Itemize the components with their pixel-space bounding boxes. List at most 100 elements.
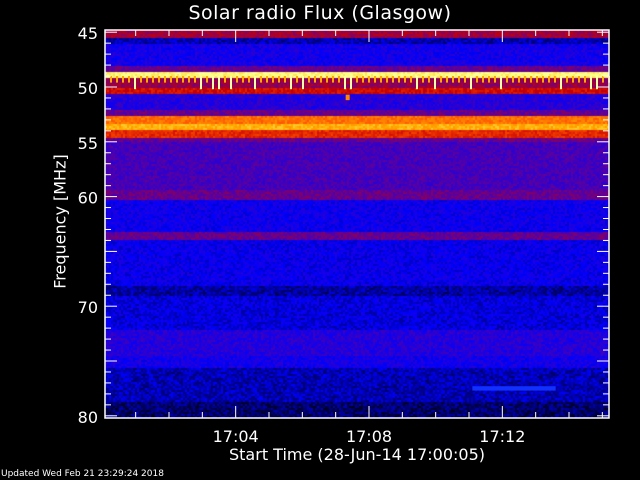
y-tick-label: 80	[78, 408, 98, 427]
y-tick-label: 55	[78, 134, 98, 153]
spike	[290, 76, 292, 90]
spike	[536, 76, 538, 83]
x-tick-label: 17:04	[213, 427, 259, 446]
spike	[278, 76, 280, 83]
spike	[248, 76, 250, 83]
spike	[212, 76, 214, 90]
spike	[380, 76, 382, 83]
spike	[416, 76, 418, 90]
spike	[320, 76, 322, 83]
plot-frame	[104, 29, 610, 419]
spike	[350, 76, 352, 90]
spike	[482, 76, 484, 83]
spike	[554, 76, 556, 83]
spike	[200, 76, 202, 90]
spike	[266, 76, 268, 83]
spike	[410, 76, 412, 83]
spike	[548, 76, 550, 83]
y-tick-label: 45	[78, 24, 98, 43]
x-axis-label: Start Time (28-Jun-14 17:00:05)	[229, 445, 485, 464]
spike	[338, 76, 340, 83]
spike	[254, 76, 256, 90]
y-tick-label: 50	[78, 79, 98, 98]
spike	[152, 76, 154, 83]
spike	[494, 76, 496, 83]
spike	[128, 76, 130, 83]
spike	[422, 76, 424, 83]
spike	[242, 76, 244, 83]
spike	[146, 76, 148, 83]
spike	[404, 76, 406, 83]
spike	[584, 76, 586, 83]
spike	[272, 76, 274, 83]
spike	[572, 76, 574, 83]
spike	[428, 76, 430, 83]
spike	[188, 76, 190, 83]
spike	[506, 76, 508, 83]
spike	[302, 76, 304, 90]
spike	[344, 76, 346, 90]
spike	[392, 76, 394, 83]
spike	[140, 76, 142, 83]
spike	[368, 76, 370, 83]
spike	[122, 76, 124, 83]
spike	[236, 76, 238, 83]
spike	[296, 76, 298, 83]
spike	[500, 76, 502, 90]
spike	[530, 76, 532, 83]
spike	[260, 76, 262, 83]
spike	[182, 76, 184, 83]
spike	[488, 76, 490, 83]
spike	[518, 76, 520, 83]
spike	[560, 76, 562, 90]
spike	[602, 76, 604, 83]
spike	[116, 76, 118, 83]
spike	[386, 76, 388, 83]
spike	[224, 76, 226, 83]
spike	[308, 76, 310, 83]
spike	[440, 76, 442, 83]
spike	[458, 76, 460, 83]
spike	[596, 76, 598, 90]
spike	[194, 76, 196, 83]
x-tick-label: 17:08	[346, 427, 392, 446]
spike	[470, 76, 472, 90]
spectrogram-texture	[105, 30, 609, 418]
spike	[434, 76, 436, 90]
spike	[512, 76, 514, 83]
spike	[332, 76, 334, 83]
chart-title: Solar radio Flux (Glasgow)	[188, 2, 452, 24]
spike	[164, 76, 166, 83]
spike	[356, 76, 358, 83]
spike	[590, 76, 592, 90]
y-tick-label: 60	[78, 189, 98, 208]
spike	[110, 76, 112, 83]
spike	[218, 76, 220, 90]
spike	[314, 76, 316, 83]
spike	[284, 76, 286, 83]
narrowband-line	[472, 386, 556, 391]
spike	[476, 76, 478, 83]
spike	[374, 76, 376, 83]
burst	[345, 94, 350, 101]
spike	[464, 76, 466, 83]
spike	[578, 76, 580, 83]
spike	[524, 76, 526, 83]
spike	[206, 76, 208, 83]
spike	[542, 76, 544, 83]
spike	[170, 76, 172, 83]
x-tick-label: 17:12	[479, 427, 525, 446]
spike	[566, 76, 568, 83]
updated-timestamp: Updated Wed Feb 21 23:29:24 2018	[1, 469, 164, 479]
spike	[134, 76, 136, 90]
spike	[230, 76, 232, 90]
spike	[398, 76, 400, 83]
spike	[452, 76, 454, 83]
spike	[446, 76, 448, 83]
y-tick-label: 70	[78, 298, 98, 317]
spike	[326, 76, 328, 83]
spike	[176, 76, 178, 83]
spike	[362, 76, 364, 83]
spike	[158, 76, 160, 83]
